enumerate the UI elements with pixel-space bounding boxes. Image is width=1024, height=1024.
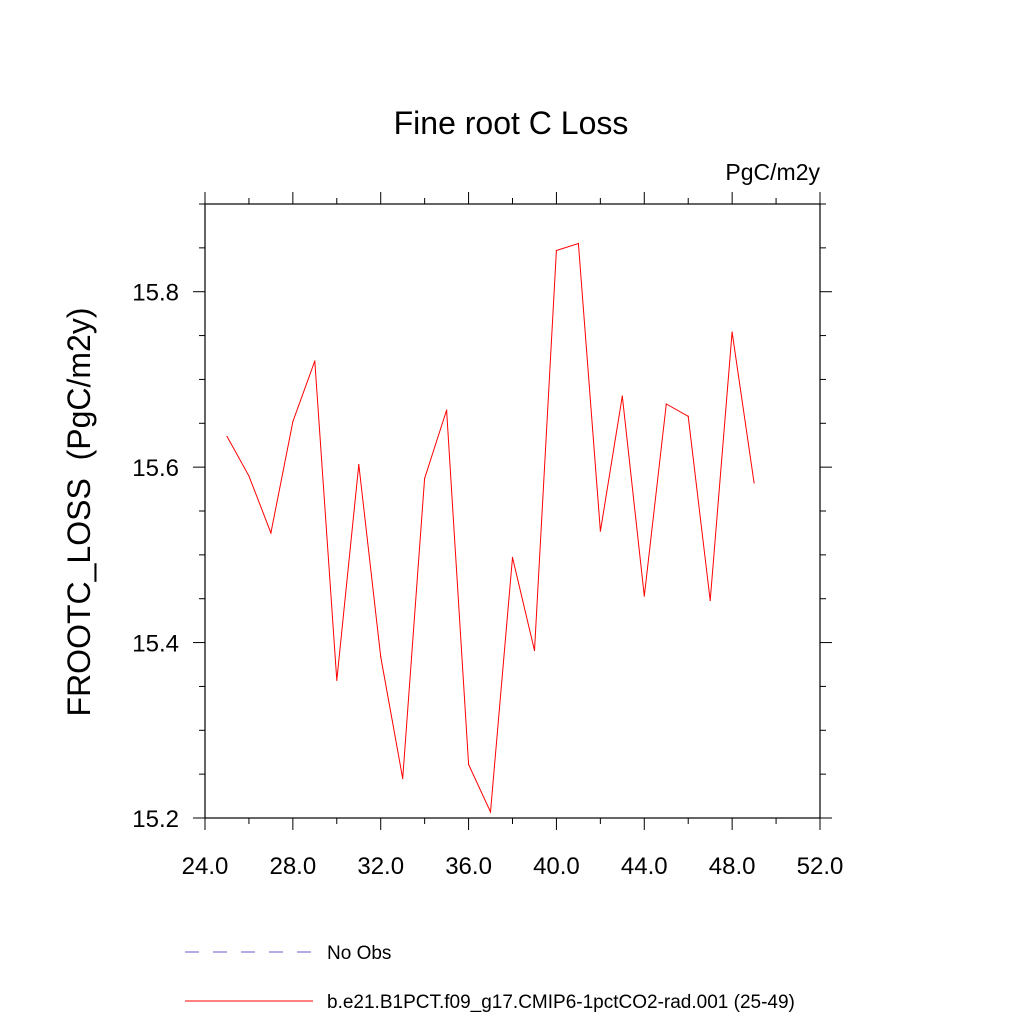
data-point bbox=[555, 249, 558, 252]
x-tick-label: 40.0 bbox=[533, 853, 580, 880]
data-point bbox=[533, 649, 536, 652]
series-line-0 bbox=[226, 242, 755, 814]
data-point bbox=[336, 679, 338, 681]
data-point bbox=[599, 530, 601, 532]
data-point bbox=[380, 656, 382, 658]
y-axis-label: FROOTC_LOSS (PgC/m2y) bbox=[61, 308, 97, 717]
series-layer bbox=[226, 242, 755, 814]
data-point bbox=[314, 360, 316, 362]
x-tick-label: 32.0 bbox=[357, 853, 404, 880]
data-point bbox=[270, 532, 272, 534]
x-tick-label: 48.0 bbox=[709, 853, 756, 880]
data-point bbox=[248, 475, 250, 477]
data-point bbox=[467, 763, 470, 766]
y-tick-label: 15.8 bbox=[132, 280, 179, 307]
data-point bbox=[358, 463, 360, 466]
axis-ticks bbox=[193, 192, 832, 830]
data-point bbox=[446, 409, 448, 411]
data-point bbox=[226, 435, 228, 438]
x-tick-label: 44.0 bbox=[621, 853, 668, 880]
y-tick-label: 15.4 bbox=[132, 631, 179, 658]
x-tick-label: 36.0 bbox=[445, 853, 492, 880]
data-point bbox=[709, 599, 711, 602]
legend-label-no-obs: No Obs bbox=[327, 943, 391, 964]
data-point bbox=[753, 482, 755, 484]
y-tick-label: 15.6 bbox=[132, 455, 179, 482]
data-point bbox=[402, 777, 404, 780]
y-tick-label: 15.2 bbox=[132, 806, 179, 833]
x-tick-label: 24.0 bbox=[182, 853, 229, 880]
axis-tick-labels: 24.0 28.0 32.0 36.0 40.0 44.0 48.0 52.0 15.2 15.4… bbox=[132, 280, 843, 880]
data-point bbox=[292, 420, 294, 423]
data-point bbox=[489, 811, 492, 813]
data-point bbox=[577, 242, 579, 245]
data-point bbox=[424, 477, 426, 480]
data-point bbox=[621, 395, 623, 397]
data-point bbox=[511, 556, 514, 559]
units-label: PgC/m2y bbox=[725, 159, 820, 185]
legend-label-model-run: b.e21.B1PCT.f09_g17.CMIP6-1pctCO2-rad.00… bbox=[327, 992, 795, 1013]
data-point bbox=[643, 595, 645, 597]
data-point bbox=[665, 403, 667, 405]
x-tick-label: 52.0 bbox=[797, 853, 844, 880]
plot-frame bbox=[204, 203, 821, 819]
data-point bbox=[731, 331, 733, 333]
chart-title: Fine root C Loss bbox=[394, 105, 629, 141]
legend: No Obs b.e21.B1PCT.f09_g17.CMIP6-1pctCO2… bbox=[185, 943, 795, 1013]
data-point bbox=[687, 415, 689, 417]
x-tick-label: 28.0 bbox=[269, 853, 316, 880]
